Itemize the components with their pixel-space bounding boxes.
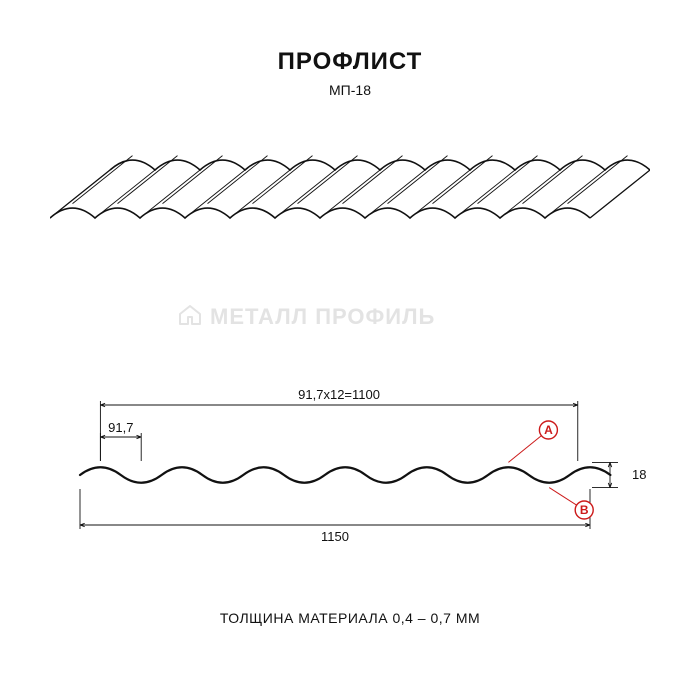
watermark: МЕТАЛЛ ПРОФИЛЬ [0,300,700,339]
iso-drawing [50,130,650,290]
page: ПРОФЛИСТ МП-18 МЕТАЛЛ ПРОФИЛЬ 91,7x12=11… [0,0,700,700]
dimension-label: 18 [632,467,646,482]
section-drawing: 91,7x12=1100 91,7 1150 18 A B [50,365,650,555]
svg-text:A: A [544,423,553,437]
page-title: ПРОФЛИСТ [0,48,700,76]
dimension-label: 91,7x12=1100 [298,387,380,402]
material-note: ТОЛЩИНА МАТЕРИАЛА 0,4 – 0,7 ММ [0,610,700,626]
page-subtitle: МП-18 [0,82,700,98]
svg-text:МЕТАЛЛ ПРОФИЛЬ: МЕТАЛЛ ПРОФИЛЬ [210,304,435,329]
dimension-label: 91,7 [108,420,133,435]
svg-text:B: B [580,503,589,517]
dimension-label: 1150 [321,529,349,544]
